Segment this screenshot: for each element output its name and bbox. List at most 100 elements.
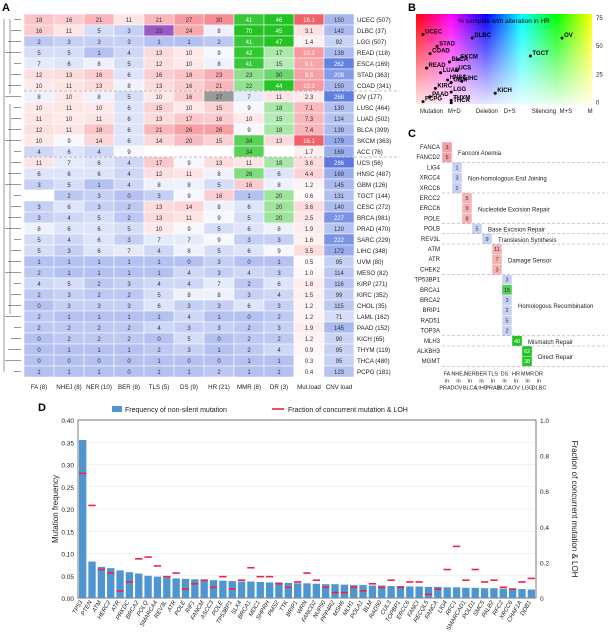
- pathway-label: Nucleotide Excision Repair: [478, 207, 550, 213]
- heatmap-value: 0: [127, 194, 131, 200]
- heatmap-value: 6: [157, 304, 161, 310]
- x-tick-label: ATR: [166, 599, 178, 613]
- heatmap-value: 8: [97, 62, 101, 68]
- heatmap-value: 46: [276, 18, 283, 24]
- scatter-point-label: PCPG: [425, 97, 442, 103]
- heatmap-value: 12: [36, 73, 43, 79]
- heatmap-value: 4: [67, 238, 71, 244]
- column-label: DR (3): [270, 384, 288, 391]
- heatmap-value: 9.5: [305, 73, 314, 79]
- heatmap-value: 17: [186, 117, 193, 123]
- heatmap-value: 3.6: [305, 161, 314, 167]
- heatmap-value: 6: [67, 227, 71, 233]
- gene-label: ATR: [428, 257, 440, 263]
- heatmap-value: 13: [156, 84, 163, 90]
- heatmap-value: 1: [157, 260, 161, 266]
- heatmap-value: 9: [217, 51, 221, 57]
- heatmap-value: 41: [246, 40, 253, 46]
- scatter-point: [560, 36, 564, 40]
- heatmap-value: 4: [157, 326, 161, 332]
- legend-swatch-bar: [112, 406, 122, 412]
- heatmap-value: 3: [67, 293, 71, 299]
- heatmap-value: 5: [37, 238, 41, 244]
- heatmap-value: 3: [37, 216, 41, 222]
- column-label: BER (8): [118, 384, 140, 391]
- heatmap-value: 7: [247, 95, 251, 101]
- heatmap-value: 10: [246, 117, 253, 123]
- bar: [88, 561, 96, 598]
- bar: [256, 581, 264, 598]
- gene-label: XRCC4: [420, 176, 441, 182]
- heatmap-value: 150: [334, 84, 345, 90]
- heatmap-value: 2: [37, 293, 41, 299]
- heatmap-value: 8: [37, 95, 41, 101]
- bar: [415, 586, 423, 598]
- heatmap-row: 8 6 6 5 10 9 5 6 8 1.9 120 PRAD (470): [23, 222, 390, 235]
- heatmap-value: 16: [186, 84, 193, 90]
- cancer-label: MESO (82): [357, 270, 388, 277]
- heatmap-value: 1: [97, 271, 101, 277]
- heatmap-value: 13: [156, 51, 163, 57]
- heatmap-value: 3: [97, 194, 101, 200]
- column-label: LGG: [522, 385, 534, 391]
- heatmap-value: 3: [187, 326, 191, 332]
- bar: [163, 577, 171, 598]
- heatmap-row: 11 10 11 6 13 17 16 10 15 7.3 124 LUAD (502): [23, 112, 390, 125]
- scatter-point-label: PAAD: [432, 92, 449, 98]
- scatter-point-label: LGG: [453, 87, 466, 93]
- heatmap-value: 24: [186, 29, 193, 35]
- heatmap-value: 5: [37, 51, 41, 57]
- bar: [116, 570, 124, 598]
- y2-tick-label: 0.6: [540, 489, 549, 496]
- cancer-label: KIRC (352): [357, 292, 388, 299]
- pathway-label: Homologous Recombination: [518, 304, 593, 310]
- column-label: OV: [512, 385, 520, 391]
- heatmap-value: 1: [187, 370, 191, 376]
- column-label: OV: [455, 385, 463, 391]
- heatmap-row: 3 5 1 4 8 8 5 16 8 1.2 145 GBM (126): [23, 178, 387, 191]
- gene-label: MLH3: [424, 339, 441, 345]
- heatmap-cell: [263, 145, 295, 158]
- heatmap-value: 44: [276, 84, 283, 90]
- heatmap-value: 8: [217, 29, 221, 35]
- heatmap-value: 1: [97, 348, 101, 354]
- column-label: BLCA: [497, 385, 512, 391]
- heatmap-value: 6: [97, 172, 101, 178]
- scatter-point-label: THCA: [453, 98, 470, 104]
- heatmap-value: 12: [36, 128, 43, 134]
- heatmap-value: 1: [67, 370, 71, 376]
- heatmap-value: 11: [66, 106, 73, 112]
- x-tick-label: BLM: [363, 600, 374, 614]
- heatmap-value: 10: [96, 106, 103, 112]
- bar: [424, 586, 433, 598]
- heatmap-value: 123: [334, 370, 345, 376]
- heatmap-cell: [173, 145, 205, 158]
- bar: [396, 585, 405, 598]
- heatmap-value: 2: [37, 40, 41, 46]
- heatmap-row: 2 1 1 1 1 4 1 0 2 1.2 71 LAML (162): [23, 310, 389, 323]
- bar: [340, 584, 349, 598]
- heatmap-value: 18: [36, 18, 43, 24]
- heatmap-value: 8: [187, 249, 191, 255]
- heatmap-value: 2: [217, 370, 221, 376]
- heatmap-row: 10 9 14 6 14 20 15 34 13 16.1 179 SKCM (363): [23, 134, 391, 147]
- panel-b-scatter: % samples with alteration in HR 75 50 25 0 Mu…: [416, 14, 603, 115]
- y2-tick-label: 0: [540, 596, 544, 603]
- column-label: MMR: [521, 371, 534, 377]
- heatmap-value: 3: [67, 249, 71, 255]
- heatmap-value: 11: [186, 172, 193, 178]
- heatmap-value: 1: [157, 271, 161, 277]
- heatmap-value: 0.3: [305, 359, 314, 365]
- heatmap-value: 1: [127, 348, 131, 354]
- heatmap-value: 1: [217, 348, 221, 354]
- scatter-point: [449, 98, 453, 102]
- gene-cell-value: 40: [514, 339, 520, 345]
- heatmap-row: 12 11 18 6 21 26 26 9 18 7.4 139 BLCA (399): [23, 123, 389, 136]
- heatmap-value: 6: [127, 73, 131, 79]
- legend-label: Fraction of concurrent mutation & LOH: [288, 407, 408, 414]
- heatmap-value: 8: [217, 205, 221, 211]
- heatmap-value: 3: [67, 40, 71, 46]
- panel-d-label: D: [38, 402, 46, 414]
- heatmap-value: 6: [247, 227, 251, 233]
- cancer-label: LAML (162): [357, 314, 389, 321]
